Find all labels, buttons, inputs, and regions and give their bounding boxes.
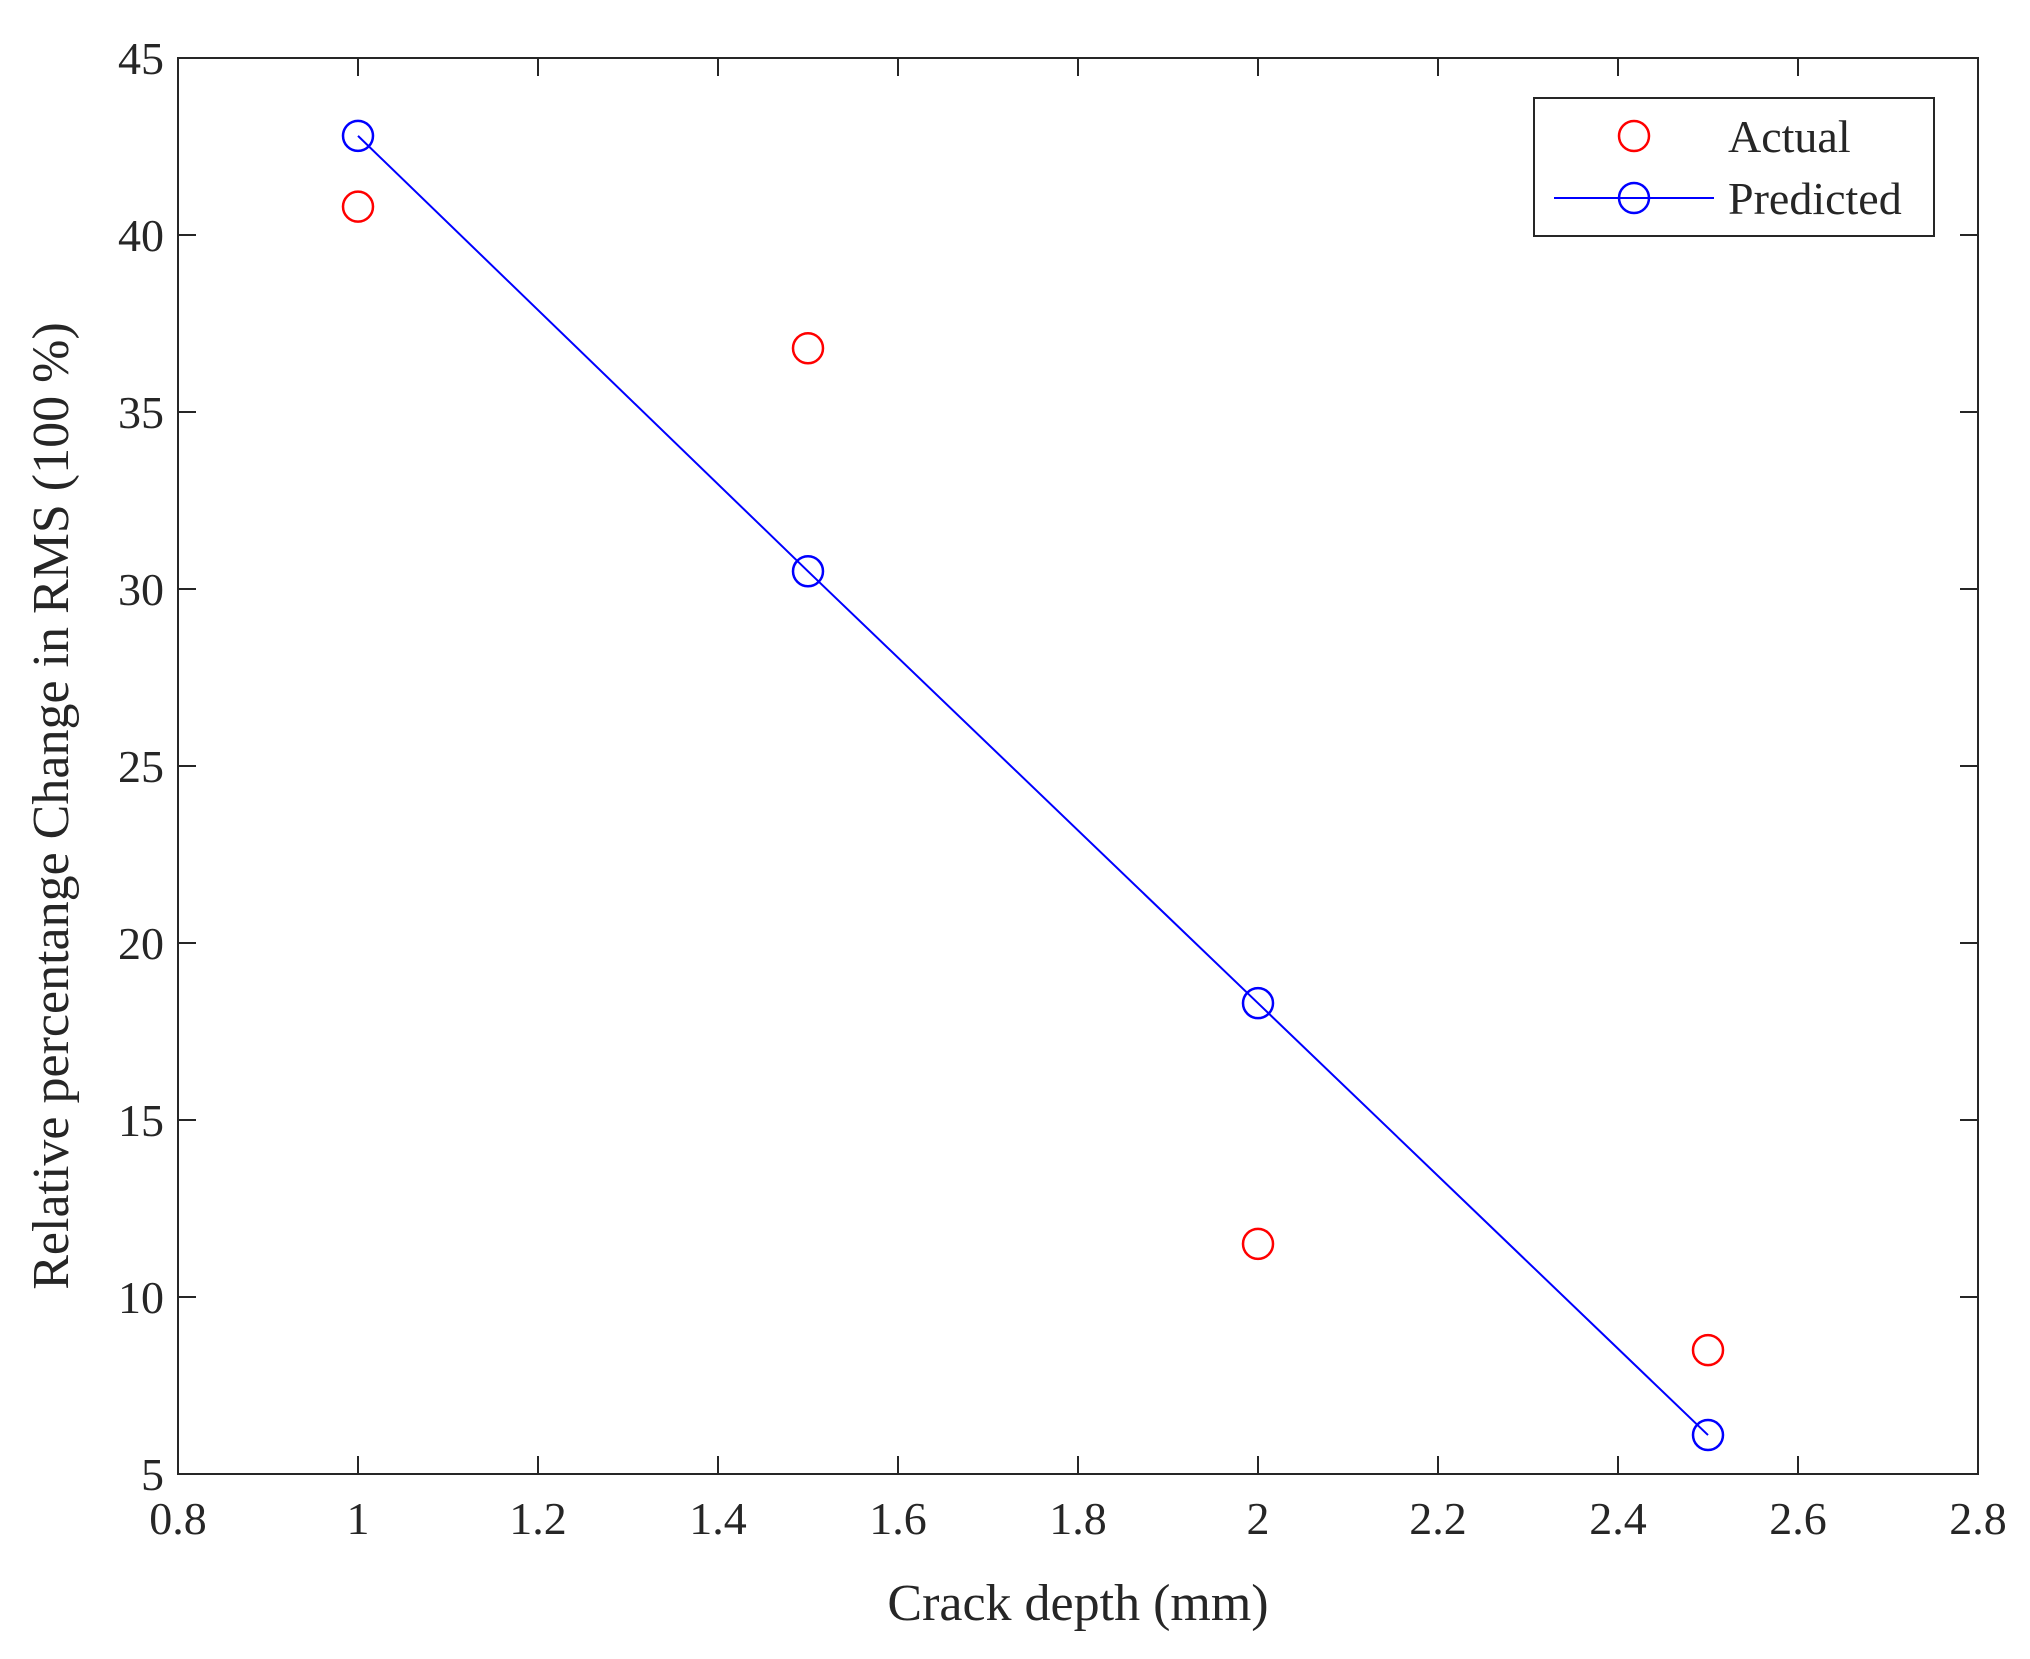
x-tick-label: 0.8 (149, 1493, 207, 1544)
y-tick-label: 25 (118, 741, 164, 792)
y-tick-label: 5 (141, 1449, 164, 1500)
y-axis-label: Relative percentange Change in RMS (100 … (23, 322, 80, 1290)
x-tick-label: 2 (1247, 1493, 1270, 1544)
x-tick-label: 1.2 (509, 1493, 567, 1544)
y-tick-label: 20 (118, 918, 164, 969)
y-tick-label: 15 (118, 1095, 164, 1146)
x-tick-label: 2.2 (1409, 1493, 1467, 1544)
x-tick-label: 2.6 (1769, 1493, 1827, 1544)
y-tick-label: 10 (118, 1272, 164, 1323)
y-tick-label: 30 (118, 564, 164, 615)
legend: Actual Predicted (1534, 98, 1934, 236)
x-tick-label: 2.8 (1949, 1493, 2007, 1544)
legend-actual-label: Actual (1728, 111, 1851, 162)
y-tick-label: 40 (118, 210, 164, 261)
y-tick-label: 35 (118, 387, 164, 438)
y-tick-label: 45 (118, 33, 164, 84)
x-tick-label: 2.4 (1589, 1493, 1647, 1544)
legend-predicted-label: Predicted (1728, 173, 1902, 224)
x-tick-label: 1.8 (1049, 1493, 1107, 1544)
x-tick-label: 1.4 (689, 1493, 747, 1544)
x-axis-label: Crack depth (mm) (887, 1575, 1268, 1632)
x-tick-label: 1.6 (869, 1493, 927, 1544)
x-tick-label: 1 (347, 1493, 370, 1544)
